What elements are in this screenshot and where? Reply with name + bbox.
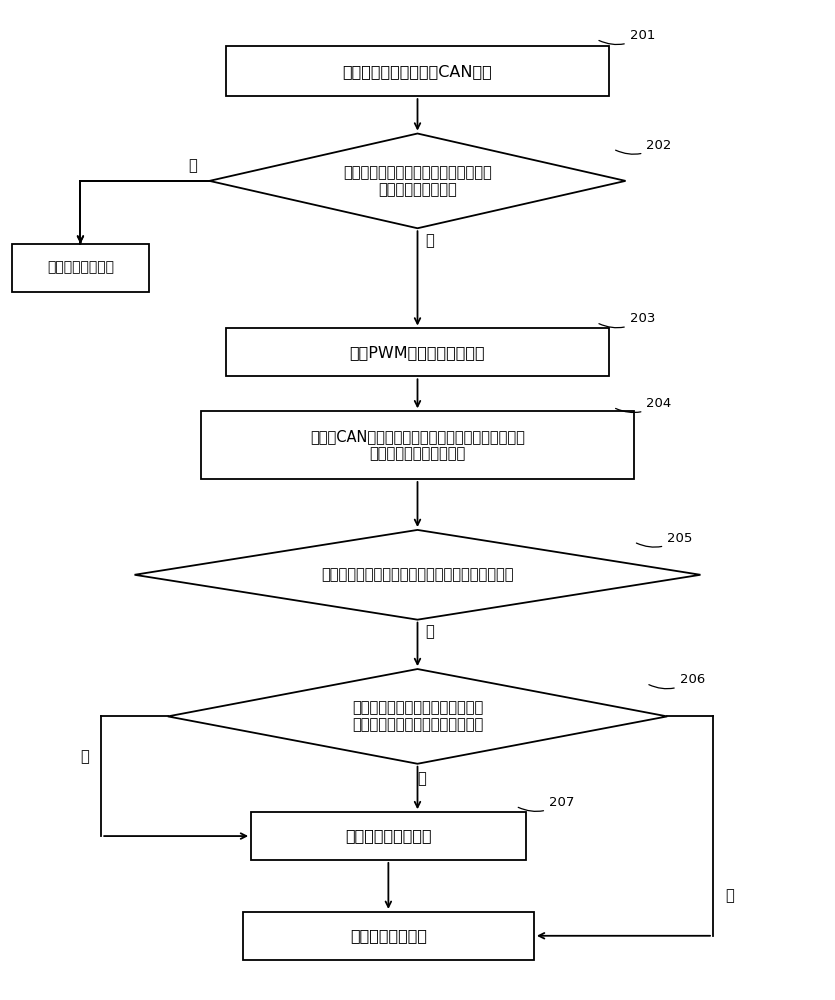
Bar	[12, 244, 149, 292]
Text: 是: 是	[80, 749, 89, 764]
Bar	[251, 812, 526, 860]
Bar	[201, 411, 634, 479]
Text: 控制该电机停止运转: 控制该电机停止运转	[345, 829, 432, 844]
Text: 获取汽车动作时产生的CAN报文: 获取汽车动作时产生的CAN报文	[342, 64, 493, 79]
Text: 201: 201	[599, 29, 655, 45]
Text: 206: 206	[649, 673, 705, 689]
Text: 否: 否	[426, 624, 434, 639]
Text: 207: 207	[519, 796, 574, 811]
Text: 按照正常流程执行: 按照正常流程执行	[47, 261, 114, 275]
Polygon shape	[168, 669, 667, 764]
Text: 实时监测该电机运转时的电流是否超过预设的阈值: 实时监测该电机运转时的电流是否超过预设的阈值	[321, 567, 514, 582]
Bar	[226, 328, 609, 376]
Text: 检测该电机的控制电路是否处于非休眠
状态且保持复位状态: 检测该电机的控制电路是否处于非休眠 状态且保持复位状态	[343, 165, 492, 197]
Text: 205: 205	[636, 532, 692, 547]
Text: 否: 否	[189, 158, 197, 173]
Text: 检测该电动外后视镜的电机的持续
运转时间是否超过预设的时间阈值: 检测该电动外后视镜的电机的持续 运转时间是否超过预设的时间阈值	[352, 700, 483, 733]
Bar	[243, 912, 534, 960]
Text: 202: 202	[615, 139, 671, 154]
Text: 按照正常流程执行: 按照正常流程执行	[350, 928, 427, 943]
Text: 203: 203	[599, 312, 655, 328]
Text: 是: 是	[418, 771, 426, 786]
Text: 204: 204	[615, 397, 671, 413]
Polygon shape	[210, 134, 625, 228]
Polygon shape	[134, 530, 701, 620]
Text: 赋予PWM波形软启动该电机: 赋予PWM波形软启动该电机	[350, 345, 485, 360]
Text: 否: 否	[726, 888, 734, 903]
Text: 根据该CAN报文驱动该电动外后视镜的电机，使该电
动外后视镜作出相应动作: 根据该CAN报文驱动该电动外后视镜的电机，使该电 动外后视镜作出相应动作	[310, 429, 525, 461]
Text: 是: 是	[426, 233, 434, 248]
Bar	[226, 46, 609, 96]
